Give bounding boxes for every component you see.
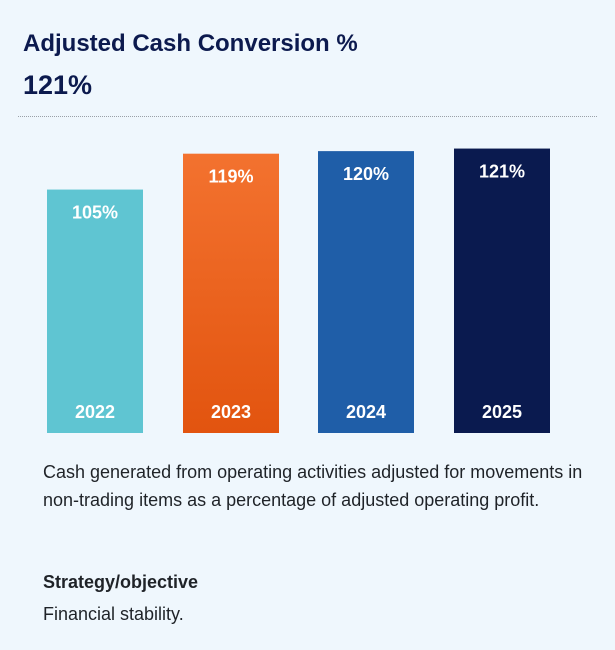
category-label: 2025	[482, 402, 522, 422]
data-label: 119%	[208, 167, 253, 187]
headline-value: 121%	[23, 70, 93, 100]
bar-2024	[318, 151, 414, 433]
bar-2025	[454, 148, 550, 433]
strategy-value: Financial stability.	[43, 604, 184, 624]
category-label: 2022	[75, 402, 115, 422]
divider	[18, 116, 597, 117]
bar-2023	[183, 153, 279, 433]
chart-title: Adjusted Cash Conversion %	[23, 30, 358, 57]
category-label: 2023	[211, 402, 251, 422]
data-label: 120%	[343, 164, 389, 184]
description: Cash generated from operating activities…	[43, 462, 583, 510]
data-label: 121%	[479, 162, 525, 182]
category-label: 2024	[346, 402, 386, 422]
strategy-heading: Strategy/objective	[43, 572, 199, 592]
data-label: 105%	[72, 203, 118, 223]
bar-2022	[47, 189, 143, 433]
